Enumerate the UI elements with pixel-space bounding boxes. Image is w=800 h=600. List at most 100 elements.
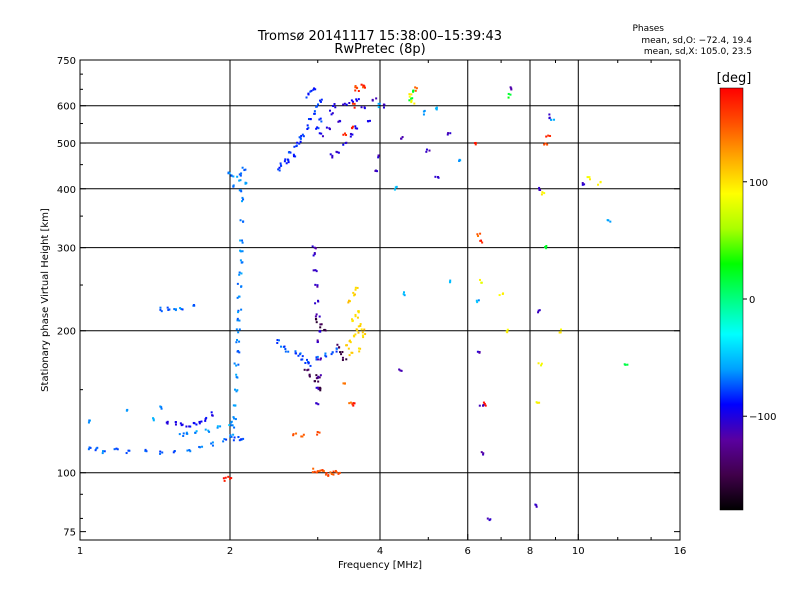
data-point [180, 424, 183, 427]
data-point [231, 424, 234, 427]
data-point [174, 309, 177, 312]
data-point [125, 409, 128, 412]
data-point [449, 132, 452, 135]
data-point [334, 106, 337, 109]
data-point [222, 477, 225, 480]
data-point [540, 364, 543, 367]
data-point [210, 411, 213, 414]
data-point [300, 134, 303, 137]
plot-area: 1 2 4 6 8 10 16 75 100 200 300 400 500 600 750 [57, 56, 686, 557]
data-point [477, 235, 480, 238]
data-point [166, 422, 169, 425]
colorbar: [deg] 100 0 −100 [717, 71, 776, 511]
data-point [204, 428, 207, 431]
data-point [244, 181, 247, 184]
data-point [325, 355, 328, 358]
data-point [338, 471, 341, 474]
data-point [558, 331, 561, 334]
data-point [313, 110, 316, 113]
data-point [278, 169, 281, 172]
data-point [330, 353, 333, 356]
data-point [351, 403, 354, 406]
data-point [348, 354, 351, 357]
data-point [351, 127, 354, 130]
data-point [306, 369, 309, 372]
data-point [315, 270, 318, 273]
data-point [315, 313, 318, 316]
data-point [318, 470, 321, 473]
data-point [238, 328, 241, 331]
data-point [304, 362, 307, 365]
data-point [581, 182, 584, 185]
data-point [403, 291, 406, 294]
data-point [401, 136, 404, 139]
data-point [435, 106, 438, 109]
data-point [319, 100, 322, 103]
data-point [300, 435, 303, 438]
data-point [192, 303, 195, 306]
data-point [307, 368, 310, 371]
colorbar-tick-label: 0 [749, 295, 755, 306]
phases-legend-line2: mean, sd,X: 105.0, 23.5 [644, 47, 752, 57]
data-point [235, 328, 238, 331]
data-point [219, 425, 222, 428]
data-point [354, 86, 357, 89]
data-point [535, 401, 538, 404]
data-point [314, 269, 317, 272]
data-point [313, 470, 316, 473]
data-point [356, 316, 359, 319]
data-point [279, 345, 282, 348]
data-point [314, 88, 317, 91]
data-point [351, 102, 354, 105]
data-point [377, 102, 380, 105]
data-point [278, 339, 281, 342]
data-point [204, 418, 207, 421]
data-point [541, 191, 544, 194]
data-point [241, 261, 244, 264]
data-point [211, 441, 214, 444]
data-point [345, 358, 348, 361]
data-point [449, 279, 452, 282]
data-point [316, 355, 319, 358]
data-point [195, 423, 198, 426]
data-point [283, 160, 286, 163]
data-point [240, 272, 243, 275]
x-tick-label: 2 [227, 546, 233, 557]
data-point [115, 447, 118, 450]
x-tick-label: 1 [77, 546, 83, 557]
data-point [477, 299, 480, 302]
colorbar-tick-label: −100 [749, 412, 776, 423]
data-point [345, 344, 348, 347]
data-point [313, 87, 316, 90]
data-point [299, 137, 302, 140]
data-point [287, 350, 290, 353]
data-point [325, 472, 328, 475]
y-tick-label: 500 [57, 139, 76, 150]
data-point [320, 323, 323, 326]
data-point [305, 96, 308, 99]
data-point [314, 317, 317, 320]
data-point [306, 124, 309, 127]
data-point [476, 301, 479, 304]
data-point [597, 183, 600, 186]
data-point [412, 89, 415, 92]
data-point [338, 119, 341, 122]
data-point [363, 107, 366, 110]
data-point [410, 99, 413, 102]
data-point [316, 339, 319, 342]
data-point [302, 433, 305, 436]
data-point [307, 126, 310, 129]
data-point [236, 282, 239, 285]
data-point [353, 293, 356, 296]
data-point [234, 404, 237, 407]
data-point [342, 103, 345, 106]
y-tick-label: 300 [57, 244, 76, 255]
data-point [377, 156, 380, 159]
data-point [319, 326, 322, 329]
data-point [335, 471, 338, 474]
data-point [354, 125, 357, 128]
data-point [301, 435, 304, 438]
data-point [232, 416, 235, 419]
data-point [315, 374, 318, 377]
data-point [546, 143, 549, 146]
